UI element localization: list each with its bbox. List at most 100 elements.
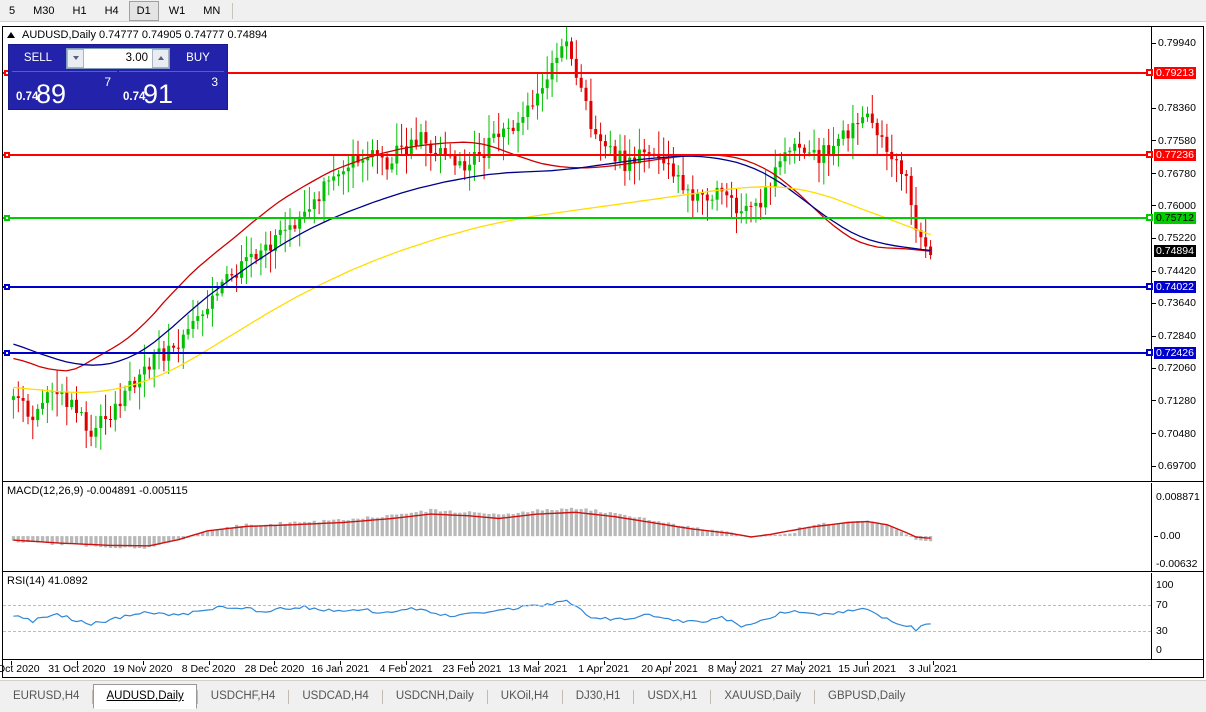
symbol-info-bar: AUDUSD,Daily 0.74777 0.74905 0.74777 0.7…	[3, 27, 1153, 42]
time-tick	[867, 661, 869, 665]
price-pane[interactable]: AUDUSD,Daily 0.74777 0.74905 0.74777 0.7…	[3, 27, 1203, 482]
level-handle[interactable]	[4, 350, 10, 357]
time-label-1: 31 Oct 2020	[48, 663, 106, 675]
chart-tab-gbpusd-daily[interactable]: GBPUSD,Daily	[828, 690, 906, 702]
level-scale-marker	[1146, 349, 1153, 357]
price-tick-0.72840: 0.72840	[1152, 331, 1196, 342]
time-label-8: 13 Mar 2021	[508, 663, 568, 675]
tab-divider	[561, 690, 563, 704]
sell-price-main: 89	[36, 79, 67, 109]
time-label-7: 23 Feb 2021	[442, 663, 502, 675]
level-line-0.75712[interactable]	[3, 214, 1151, 221]
time-label-3: 8 Dec 2020	[181, 663, 236, 675]
time-label-2: 19 Nov 2020	[112, 663, 173, 675]
rsi-tick-0: 0	[1156, 644, 1162, 656]
price-tick-0.78360: 0.78360	[1152, 103, 1196, 114]
chart-tab-usdcad-h4[interactable]: USDCAD,H4	[302, 690, 369, 702]
time-label-14: 3 Jul 2021	[908, 663, 958, 675]
volume-decrement-button[interactable]	[67, 48, 84, 68]
sell-price-quote[interactable]: 0.74 89 7	[12, 71, 117, 109]
macd-pane[interactable]: MACD(12,26,9) -0.004891 -0.005115 0.0088…	[3, 483, 1203, 572]
price-tick-0.79940: 0.79940	[1152, 38, 1196, 48]
rsi-scale: 100 70 30 0	[1151, 573, 1203, 659]
time-tick	[472, 661, 473, 665]
rsi-tick-70: 70	[1156, 598, 1168, 611]
level-badge-0.72426: 0.72426	[1154, 347, 1196, 360]
time-tick	[76, 661, 78, 665]
time-tick	[735, 661, 737, 665]
macd-series	[11, 507, 933, 549]
tab-divider	[814, 690, 815, 704]
price-scale[interactable]: 0.79940 0.78360 0.77580 0.76780 0.76000 0.752…	[1146, 27, 1203, 481]
chart-window[interactable]: AUDUSD,Daily 0.74777 0.74905 0.74777 0.7…	[0, 26, 1204, 678]
timeframe-button-mn[interactable]: MN	[203, 4, 221, 17]
level-handle[interactable]	[4, 284, 10, 291]
timeframe-button-w1[interactable]: W1	[168, 4, 186, 17]
symbol-ohlc-text: AUDUSD,Daily 0.74777 0.74905 0.74777 0.7…	[22, 28, 268, 41]
tab-divider	[92, 690, 94, 704]
buy-price-quote[interactable]: 0.74 91 3	[119, 71, 224, 109]
chart-tab-usdx-h1[interactable]: USDX,H1	[647, 690, 698, 702]
rsi-pane[interactable]: RSI(14) 41.0892 100 70 30 0	[3, 573, 1203, 660]
time-tick	[801, 661, 803, 665]
toolbar-separator	[232, 2, 234, 19]
timeframe-button-m30[interactable]: M30	[33, 4, 55, 17]
tab-divider	[633, 690, 635, 704]
level-line-0.74022[interactable]	[3, 284, 1151, 291]
level-badge-0.74022: 0.74022	[1154, 281, 1196, 294]
price-tick-0.69700: 0.69700	[1152, 461, 1196, 471]
collapse-triangle-icon[interactable]	[7, 31, 15, 38]
level-line-0.72426[interactable]	[3, 350, 1151, 357]
time-label-6: 4 Feb 2021	[379, 663, 433, 675]
current-price-badge: 0.74894	[1154, 245, 1196, 258]
volume-stepper[interactable]: 3.00	[66, 47, 170, 69]
chart-tab-dj30-h1[interactable]: DJ30,H1	[575, 690, 621, 702]
macd-tick-0.00: 0.00	[1154, 531, 1180, 541]
timeframe-button-h1[interactable]: H1	[72, 4, 87, 17]
timeframe-button-h4[interactable]: H4	[104, 4, 119, 17]
volume-increment-button[interactable]	[152, 48, 169, 68]
level-scale-marker	[1146, 283, 1153, 291]
macd-tick-0.008871: 0.008871	[1156, 491, 1200, 503]
level-line-0.77236[interactable]	[3, 151, 1151, 158]
level-badge-0.77236: 0.77236	[1154, 148, 1196, 161]
time-tick	[933, 661, 934, 665]
time-tick	[11, 661, 12, 665]
level-scale-marker	[1146, 69, 1153, 77]
chart-tab-eurusd-h4[interactable]: EURUSD,H4	[13, 690, 80, 702]
chart-tab-bar[interactable]: EURUSD,H4 AUDUSD,Daily USDCHF,H4 USDCAD,H4 U…	[0, 680, 1206, 712]
time-label-5: 16 Jan 2021	[311, 663, 370, 675]
tab-divider	[486, 690, 488, 704]
buy-button[interactable]: BUY	[172, 47, 224, 69]
chart-tab-usdchf-h4[interactable]: USDCHF,H4	[210, 690, 276, 702]
time-tick	[142, 661, 144, 665]
tab-divider	[196, 690, 198, 704]
rsi-tick-100: 100	[1156, 579, 1174, 591]
chart-tab-audusd-daily[interactable]: AUDUSD,Daily	[93, 684, 197, 709]
level-handle[interactable]	[4, 151, 10, 158]
time-tick	[274, 661, 276, 665]
volume-input[interactable]: 3.00	[125, 52, 148, 64]
timeframe-toolbar[interactable]: 5 M30 H1 H4 D1 W1 MN	[0, 0, 1206, 22]
one-click-trade-panel[interactable]: SELL 3.00 BUY 0.74 89 7 0.74 91 3	[8, 44, 228, 110]
price-tick-0.72060: 0.72060	[1152, 363, 1196, 374]
time-tick	[406, 661, 408, 665]
chart-tab-usdcnh-daily[interactable]: USDCNH,Daily	[395, 690, 474, 702]
macd-scale: 0.008871 0.00 -0.00632	[1151, 483, 1203, 571]
tab-divider	[288, 690, 290, 704]
time-label-12: 27 May 2021	[770, 663, 832, 675]
time-tick	[603, 661, 605, 665]
tab-divider	[381, 690, 383, 704]
price-tick-0.75220: 0.75220	[1152, 233, 1196, 243]
time-tick	[537, 661, 539, 665]
time-label-11: 8 May 2021	[707, 663, 763, 675]
chart-tab-ukoil-h4[interactable]: UKOil,H4	[500, 690, 549, 702]
buy-price-main: 91	[143, 79, 174, 109]
timeframe-button-5[interactable]: 5	[9, 4, 16, 17]
level-handle[interactable]	[4, 214, 10, 221]
chart-tab-xauusd-daily[interactable]: XAUUSD,Daily	[724, 690, 801, 702]
timeframe-button-d1[interactable]: D1	[128, 0, 159, 21]
time-tick	[669, 661, 671, 665]
time-label-9: 1 Apr 2021	[578, 663, 630, 675]
sell-button[interactable]: SELL	[12, 47, 64, 69]
